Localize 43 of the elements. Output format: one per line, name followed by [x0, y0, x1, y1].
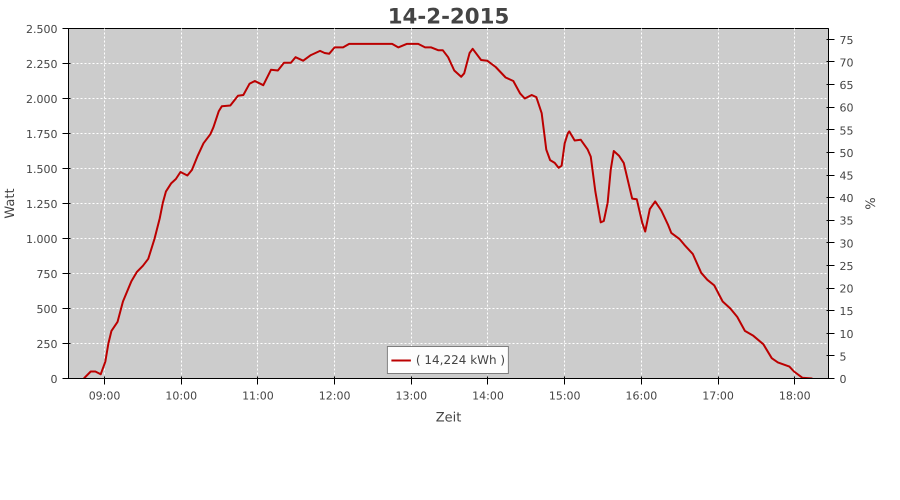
y-tick-label: 1.250 — [26, 198, 58, 211]
y-tick-label: 1.000 — [26, 233, 58, 246]
y2-tick-label: 30 — [840, 237, 854, 250]
x-tick-label: 09:00 — [88, 390, 120, 402]
y2-tick-label: 60 — [840, 102, 854, 115]
x-tick-label: 15:00 — [548, 390, 581, 402]
y2-tick-label: 65 — [840, 79, 854, 92]
y-tick-label: 0 — [50, 373, 58, 386]
y2-tick-label: 70 — [840, 56, 854, 70]
y2-tick-label: 35 — [840, 214, 854, 228]
line-series — [82, 42, 814, 378]
y-tick-label: 750 — [36, 268, 58, 281]
x-axis-title: Zeit — [436, 410, 462, 426]
y-tick-label: 1.500 — [26, 163, 58, 176]
x-tick-label: 18:00 — [778, 390, 811, 402]
y2-tick-label: 20 — [840, 282, 854, 296]
y-tick-label: 2.000 — [26, 93, 58, 106]
y2-tick-label: 55 — [840, 124, 854, 138]
y2-tick-label: 25 — [840, 260, 854, 273]
y2-tick-label: 15 — [840, 305, 854, 318]
x-tick-label: 12:00 — [318, 390, 350, 402]
y2-tick-label: 40 — [840, 192, 854, 206]
x-tick-label: 17:00 — [702, 390, 734, 402]
y2-axis-title: % — [861, 197, 876, 210]
y2-tick-label: 5 — [840, 350, 846, 364]
y-axis-title: Watt — [3, 188, 18, 219]
y2-tick-label: 0 — [840, 373, 846, 386]
y2-tick-label: 50 — [840, 146, 854, 160]
x-tick-label: 16:00 — [626, 390, 658, 402]
x-tick-label: 10:00 — [165, 390, 198, 402]
legend-label: ( 14,224 kWh ) — [416, 353, 506, 367]
chart-title: 14-2-2015 — [388, 4, 510, 30]
x-tick-label: 13:00 — [395, 390, 428, 402]
y-tick-label: 500 — [36, 303, 58, 316]
y-tick-label: 2.500 — [26, 23, 58, 36]
y-tick-label: 250 — [36, 338, 58, 351]
y2-tick-label: 45 — [840, 170, 854, 183]
y-tick-label: 2.250 — [26, 58, 58, 71]
y2-tick-label: 10 — [840, 328, 854, 341]
x-tick-label: 11:00 — [242, 390, 274, 402]
x-tick-label: 14:00 — [472, 390, 504, 402]
y-tick-label: 1.750 — [26, 128, 58, 141]
y2-tick-label: 75 — [840, 34, 854, 47]
